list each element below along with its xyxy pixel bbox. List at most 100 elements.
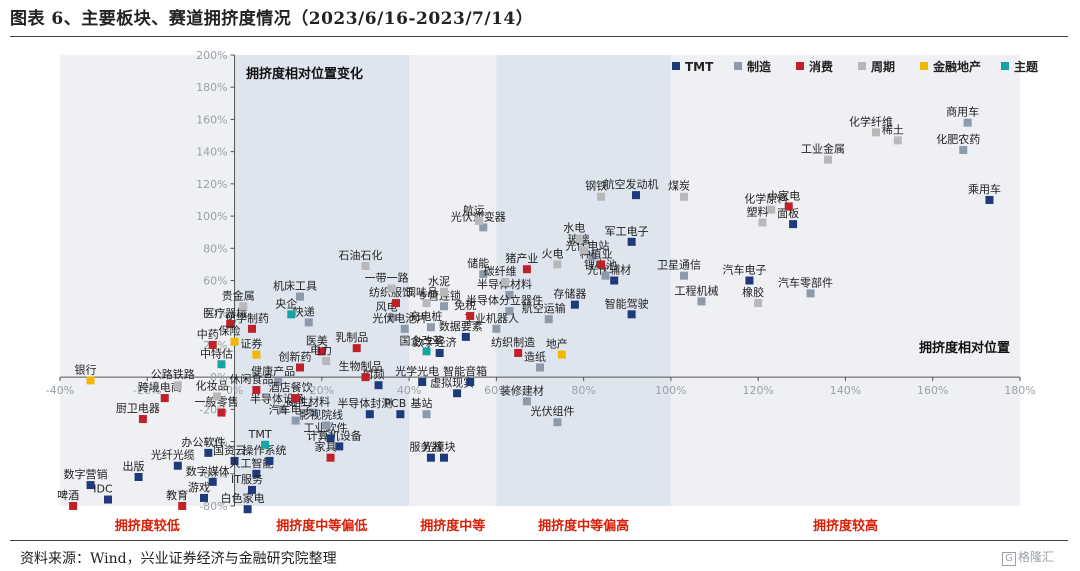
data-point xyxy=(514,348,523,357)
source-note: 资料来源：Wind，兴业证券经济与金融研究院整理 xyxy=(20,551,337,567)
point-label: 半导体分立器件 xyxy=(466,293,543,307)
data-point xyxy=(959,146,968,155)
data-point xyxy=(387,284,396,293)
point-label: 数字营销 xyxy=(64,467,108,481)
data-point xyxy=(86,376,95,385)
data-point xyxy=(627,237,636,246)
y-tick-label: 200% xyxy=(196,49,227,62)
data-point xyxy=(601,271,610,280)
point-label: 基站 xyxy=(411,396,433,410)
data-point xyxy=(985,195,994,204)
data-point xyxy=(522,397,531,406)
data-point xyxy=(522,265,531,274)
data-point xyxy=(789,220,798,229)
point-label: 纺织制造 xyxy=(491,335,535,349)
data-point xyxy=(597,260,606,269)
point-label: 跨境电商 xyxy=(138,380,182,394)
y-tick-label: 80% xyxy=(203,242,227,255)
data-point xyxy=(252,350,261,359)
point-label: 乘用车 xyxy=(968,182,1001,196)
data-point xyxy=(435,348,444,357)
data-point xyxy=(291,394,300,403)
zone-label: 拥挤度较高 xyxy=(813,518,878,534)
point-label: 调味品 xyxy=(405,286,438,299)
data-point xyxy=(632,191,640,200)
point-label: 军工电子 xyxy=(605,225,649,238)
x-tick-label: 20% xyxy=(310,384,334,397)
data-point xyxy=(309,408,318,417)
zone-band xyxy=(409,55,497,506)
zone-label: 拥挤度中等偏低 xyxy=(276,518,367,534)
data-point xyxy=(426,453,435,462)
data-point xyxy=(173,381,182,390)
point-label: 数字媒体 xyxy=(186,464,230,478)
data-point xyxy=(326,434,335,443)
point-label: 医疗器械 xyxy=(203,306,247,320)
point-label: 游戏 xyxy=(188,481,210,494)
legend-label: 金融地产 xyxy=(932,59,981,74)
legend-label: 消费 xyxy=(809,59,833,74)
zone-band xyxy=(496,55,671,506)
y-tick-label: 60% xyxy=(203,275,227,288)
data-point xyxy=(893,136,902,145)
y-tick-label: -60% xyxy=(199,468,227,481)
data-point xyxy=(544,315,553,324)
data-point xyxy=(492,324,501,333)
point-label: 乳制品 xyxy=(335,331,368,344)
data-point xyxy=(226,319,235,328)
data-point xyxy=(680,192,688,201)
point-label: 水电 xyxy=(563,222,585,235)
data-point xyxy=(278,405,287,414)
y-tick-label: 140% xyxy=(196,146,227,159)
point-label: 小家电 xyxy=(767,188,800,202)
x-tick-label: 120% xyxy=(742,384,773,397)
x-tick-label: 80% xyxy=(571,384,595,397)
point-label: 化肥农药 xyxy=(936,132,980,146)
data-point xyxy=(474,216,483,225)
zone-label: 拥挤度中等 xyxy=(420,518,485,534)
point-label: 碳纤维 xyxy=(484,264,517,278)
point-label: 稀土 xyxy=(882,123,904,136)
point-label: 一带一路 xyxy=(365,272,409,285)
data-point xyxy=(418,377,427,386)
point-label: 虚拟现实 xyxy=(430,375,474,389)
point-label: 种植业 xyxy=(580,246,613,260)
x-axis-title: 拥挤度相对位置 xyxy=(919,340,1010,356)
data-point xyxy=(597,192,606,201)
zone-label: 拥挤度较低 xyxy=(115,518,180,534)
point-label: 商用车 xyxy=(946,105,979,119)
point-label: 证券 xyxy=(240,337,262,351)
data-point xyxy=(69,502,78,510)
data-point xyxy=(505,290,514,299)
legend-swatch xyxy=(920,62,928,70)
point-label: 家具 xyxy=(315,440,337,454)
zone-label: 拥挤度中等偏高 xyxy=(538,518,629,534)
point-label: 工程机械 xyxy=(674,283,718,297)
point-label: 航运 xyxy=(463,203,485,217)
zone-band xyxy=(60,55,235,506)
data-point xyxy=(872,128,880,137)
point-label: PCB xyxy=(384,397,406,410)
data-point xyxy=(208,340,217,349)
point-label: 服务器 xyxy=(409,441,442,454)
data-point xyxy=(86,481,95,490)
x-tick-label: 0% xyxy=(226,384,243,397)
point-label: 中药 xyxy=(197,328,219,341)
point-label: 储能 xyxy=(467,256,489,270)
data-point xyxy=(479,270,488,279)
data-point xyxy=(361,373,370,382)
data-point xyxy=(296,292,304,301)
data-point xyxy=(239,302,248,311)
data-point xyxy=(265,456,274,465)
y-tick-label: 0% xyxy=(210,371,227,384)
point-label: 银行 xyxy=(75,362,97,376)
data-point xyxy=(213,392,222,401)
point-label: 汽车电子 xyxy=(722,263,766,277)
point-label: 面板 xyxy=(777,206,799,220)
point-label: 一般零售 xyxy=(194,395,238,409)
data-point xyxy=(963,118,972,127)
data-point xyxy=(230,456,239,465)
point-label: 贵金属 xyxy=(222,288,255,302)
data-point xyxy=(104,495,112,504)
title-rule xyxy=(10,36,1068,37)
